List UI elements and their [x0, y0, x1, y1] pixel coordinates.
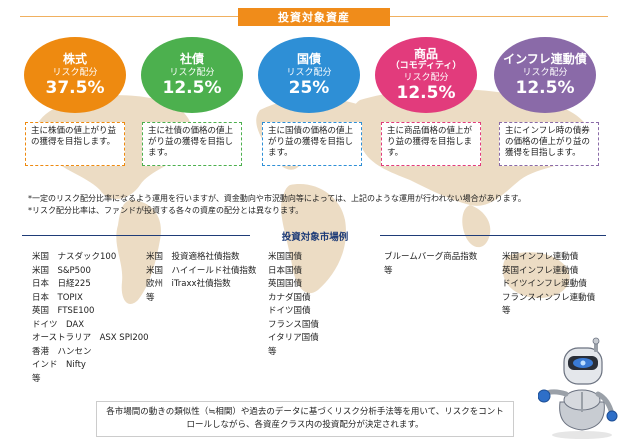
asset-percent: 25% — [288, 77, 330, 98]
list-item: ドイツインフレ連動債 — [502, 279, 587, 289]
asset-name: 株式 — [62, 51, 87, 66]
footnote: *リスク配分比率は、ファンドが投資する各々の資産の配分とは異なります。 — [28, 206, 304, 215]
asset-percent: 37.5% — [45, 77, 105, 98]
list-item: 等 — [146, 292, 155, 303]
list-item: ドイツ国債 — [268, 306, 311, 316]
market-list-commodities: ブルームバーグ商品指数 等 — [384, 251, 477, 278]
asset-risk-label: リスク配分 — [169, 67, 215, 78]
list-item: ブルームバーグ商品指数 — [384, 252, 478, 262]
list-item: 英国インフレ連動債 — [502, 265, 579, 276]
list-item: 英国国債 — [268, 279, 303, 289]
list-item: イタリア国債 — [268, 333, 319, 343]
list-item: 等 — [32, 373, 41, 384]
robot-illustration — [538, 337, 618, 439]
asset-name: 社債 — [179, 51, 204, 66]
list-item: カナダ国債 — [268, 292, 311, 303]
asset-circle-government-bonds: 国債 リスク配分 25% — [258, 37, 360, 113]
list-item: 等 — [502, 306, 511, 316]
list-item: 米国 投資適格社債指数 — [146, 252, 240, 262]
list-item: 欧州 iTraxx社債指数 — [146, 279, 231, 289]
footnote: *一定のリスク配分比率になるよう運用を行いますが、資金動向や市況動向等によっては… — [28, 194, 526, 203]
asset-risk-label: リスク配分 — [52, 67, 98, 78]
asset-name: インフレ連動債 — [503, 51, 587, 66]
list-item: 米国国債 — [268, 252, 303, 262]
asset-circle-corporate-bonds: 社債 リスク配分 12.5% — [141, 37, 243, 113]
list-item: 米国 ナスダック100 — [32, 252, 117, 262]
asset-description-government-bonds: 主に国債の価格の値上がり益の獲得を目指します。 — [262, 122, 362, 166]
asset-percent: 12.5% — [162, 77, 222, 98]
asset-percent: 12.5% — [396, 82, 456, 103]
list-item: インド Nifty — [32, 360, 86, 370]
list-item: 米国 S&P500 — [32, 265, 91, 276]
asset-description-inflation-bonds: 主にインフレ時の債券の価格の値上がり益の獲得を目指します。 — [499, 122, 599, 166]
market-rule-right — [380, 235, 606, 236]
list-item: 米国インフレ連動債 — [502, 252, 579, 262]
asset-circle-stocks: 株式 リスク配分 37.5% — [24, 37, 126, 113]
market-list-corporate-bonds: 米国 投資適格社債指数 米国 ハイイールド社債指数 欧州 iTraxx社債指数 … — [146, 251, 256, 305]
asset-circle-inflation-bonds: インフレ連動債 リスク配分 12.5% — [494, 37, 596, 113]
list-item: 日本国債 — [268, 265, 303, 276]
asset-name: 国債 — [296, 51, 321, 66]
list-item: 等 — [268, 346, 277, 357]
list-item: 等 — [384, 265, 393, 276]
market-list-inflation-bonds: 米国インフレ連動債 英国インフレ連動債 ドイツインフレ連動債 フランスインフレ連… — [502, 251, 595, 319]
asset-description-stocks: 主に株価の値上がり益の獲得を目指します。 — [25, 122, 125, 166]
asset-description-corporate-bonds: 主に社債の価格の値上がり益の獲得を目指します。 — [142, 122, 242, 166]
asset-risk-label: リスク配分 — [522, 67, 568, 78]
list-item: ドイツ DAX — [32, 319, 85, 330]
list-item: 香港 ハンセン — [32, 346, 92, 357]
asset-name: 商品 — [413, 46, 438, 61]
market-rule-left — [22, 235, 250, 236]
list-item: 米国 ハイイールド社債指数 — [146, 265, 257, 276]
list-item: 英国 FTSE100 — [32, 306, 95, 316]
asset-risk-label: リスク配分 — [286, 67, 332, 78]
list-item: オーストラリア ASX SPI200 — [32, 333, 149, 343]
page-title: 投資対象資産 — [238, 8, 390, 26]
list-item: 日本 TOPIX — [32, 292, 83, 303]
market-list-government-bonds: 米国国債 日本国債 英国国債 カナダ国債 ドイツ国債 フランス国債 イタリア国債… — [268, 251, 319, 359]
asset-risk-label: リスク配分 — [403, 72, 449, 83]
market-section-title: 投資対象市場例 — [281, 232, 349, 243]
asset-description-commodities: 主に商品価格の値上がり益の獲得を目指します。 — [381, 122, 481, 166]
bottom-note: 各市場間の動きの類似性（≒相関）や過去のデータに基づくリスク分析手法等を用いて、… — [96, 401, 514, 437]
asset-subname: （コモディティ） — [390, 60, 462, 71]
list-item: フランスインフレ連動債 — [502, 292, 596, 303]
asset-circle-commodities: 商品 （コモディティ） リスク配分 12.5% — [375, 37, 477, 113]
list-item: フランス国債 — [268, 319, 319, 330]
list-item: 日本 日経225 — [32, 279, 91, 289]
market-list-stocks: 米国 ナスダック100 米国 S&P500 日本 日経225 日本 TOPIX … — [32, 251, 149, 386]
asset-percent: 12.5% — [515, 77, 575, 98]
